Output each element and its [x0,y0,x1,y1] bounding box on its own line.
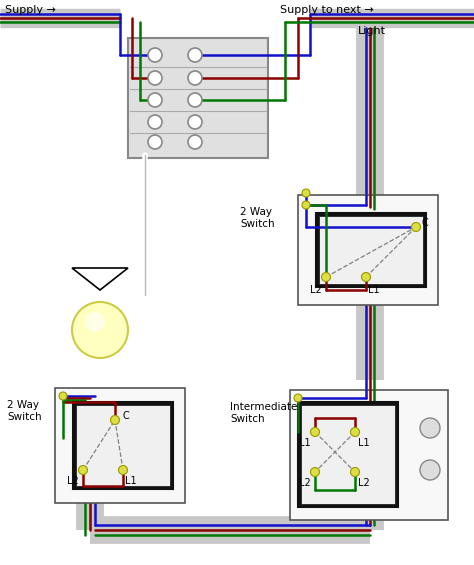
Text: L2: L2 [310,285,322,295]
Circle shape [294,394,302,402]
Circle shape [411,223,420,232]
Circle shape [148,71,162,85]
Circle shape [188,135,202,149]
Circle shape [72,302,128,358]
Bar [55,388,185,503]
Text: L1: L1 [368,285,380,295]
Text: Supply to next →: Supply to next → [280,5,374,15]
Circle shape [420,418,440,438]
Text: L2: L2 [299,478,311,488]
Circle shape [110,415,119,424]
Circle shape [420,460,440,480]
Circle shape [302,201,310,209]
Circle shape [118,466,128,475]
Circle shape [148,135,162,149]
Bar [319,216,423,284]
Circle shape [302,189,310,197]
Text: L1: L1 [299,438,310,448]
Circle shape [362,272,371,281]
Text: Light: Light [358,26,386,36]
Circle shape [350,428,359,437]
Bar [301,405,395,504]
Bar [73,402,173,489]
Bar [298,402,398,507]
Circle shape [188,115,202,129]
Text: Intermediate
Switch: Intermediate Switch [230,402,297,424]
Bar [290,390,448,520]
Text: Supply →: Supply → [5,5,56,15]
Circle shape [188,71,202,85]
Bar [298,195,438,305]
Circle shape [59,392,67,400]
Circle shape [188,93,202,107]
Text: L2: L2 [358,478,370,488]
Text: L1: L1 [358,438,370,448]
Circle shape [350,467,359,476]
Circle shape [85,312,105,332]
Text: C: C [123,411,130,421]
Circle shape [148,93,162,107]
Text: 2 Way
Switch: 2 Way Switch [240,207,274,229]
Text: L1: L1 [125,476,137,486]
Circle shape [310,428,319,437]
Bar [76,405,170,486]
Polygon shape [72,268,128,290]
Bar [128,38,268,158]
Text: 2 Way
Switch: 2 Way Switch [7,400,42,421]
Text: C: C [422,218,429,228]
Circle shape [188,48,202,62]
Text: L2: L2 [67,476,79,486]
Circle shape [148,48,162,62]
Circle shape [148,115,162,129]
Circle shape [79,466,88,475]
Bar [316,213,426,287]
Circle shape [310,467,319,476]
Circle shape [321,272,330,281]
